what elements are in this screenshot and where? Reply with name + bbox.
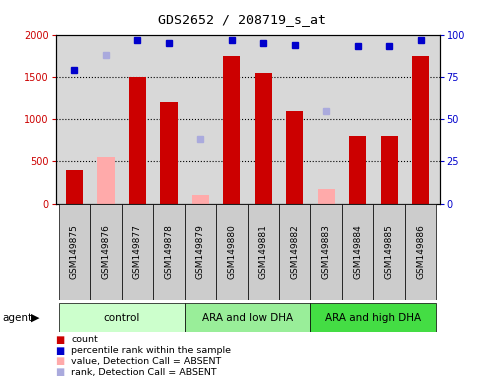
- Bar: [412, 56, 429, 204]
- Bar: [59, 303, 185, 332]
- Text: control: control: [103, 313, 140, 323]
- Text: GSM149882: GSM149882: [290, 224, 299, 279]
- Bar: [279, 204, 311, 300]
- Text: GSM149876: GSM149876: [101, 224, 111, 279]
- Text: GSM149880: GSM149880: [227, 224, 236, 279]
- Bar: [342, 204, 373, 300]
- Bar: [216, 204, 248, 300]
- Text: GSM149883: GSM149883: [322, 224, 331, 279]
- Text: value, Detection Call = ABSENT: value, Detection Call = ABSENT: [71, 357, 221, 366]
- Bar: [349, 136, 366, 204]
- Text: GSM149884: GSM149884: [353, 224, 362, 279]
- Text: GSM149879: GSM149879: [196, 224, 205, 279]
- Text: count: count: [71, 335, 98, 344]
- Text: GSM149885: GSM149885: [384, 224, 394, 279]
- Bar: [317, 189, 335, 204]
- Bar: [381, 136, 398, 204]
- Bar: [160, 102, 178, 204]
- Bar: [129, 77, 146, 204]
- Text: GSM149875: GSM149875: [70, 224, 79, 279]
- Text: ▶: ▶: [31, 313, 40, 323]
- Text: ARA and low DHA: ARA and low DHA: [202, 313, 293, 323]
- Bar: [59, 204, 90, 300]
- Bar: [311, 204, 342, 300]
- Text: GSM149886: GSM149886: [416, 224, 425, 279]
- Bar: [223, 56, 241, 204]
- Bar: [405, 204, 436, 300]
- Bar: [255, 73, 272, 204]
- Text: ARA and high DHA: ARA and high DHA: [326, 313, 422, 323]
- Bar: [185, 204, 216, 300]
- Text: GSM149878: GSM149878: [164, 224, 173, 279]
- Bar: [122, 204, 153, 300]
- Text: rank, Detection Call = ABSENT: rank, Detection Call = ABSENT: [71, 367, 217, 377]
- Text: agent: agent: [2, 313, 32, 323]
- Text: ■: ■: [56, 367, 65, 377]
- Text: ■: ■: [56, 346, 65, 356]
- Bar: [286, 111, 303, 204]
- Bar: [66, 170, 83, 204]
- Bar: [97, 157, 114, 204]
- Text: ■: ■: [56, 335, 65, 345]
- Text: ■: ■: [56, 356, 65, 366]
- Bar: [311, 303, 436, 332]
- Bar: [185, 303, 311, 332]
- Text: GSM149877: GSM149877: [133, 224, 142, 279]
- Text: GDS2652 / 208719_s_at: GDS2652 / 208719_s_at: [157, 13, 326, 26]
- Bar: [248, 204, 279, 300]
- Bar: [90, 204, 122, 300]
- Bar: [153, 204, 185, 300]
- Bar: [373, 204, 405, 300]
- Bar: [192, 195, 209, 204]
- Text: percentile rank within the sample: percentile rank within the sample: [71, 346, 231, 355]
- Text: GSM149881: GSM149881: [259, 224, 268, 279]
